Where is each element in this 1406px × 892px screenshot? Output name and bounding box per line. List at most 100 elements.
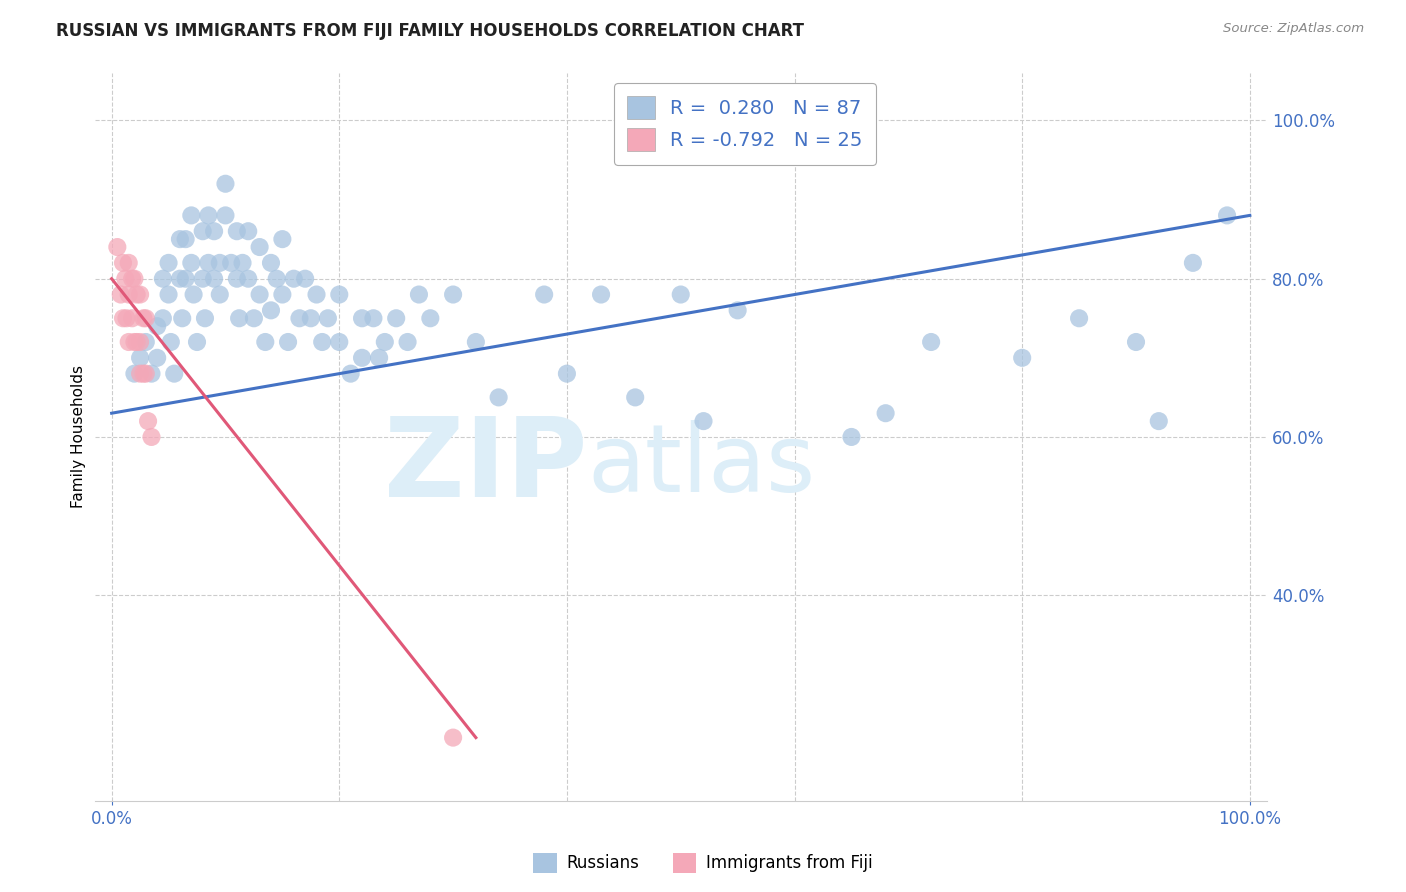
Point	[339, 367, 361, 381]
Point	[191, 271, 214, 285]
Point	[727, 303, 749, 318]
Point	[125, 287, 148, 301]
Point	[260, 256, 283, 270]
Point	[228, 311, 250, 326]
Point	[277, 334, 299, 349]
Point	[152, 311, 174, 326]
Point	[191, 224, 214, 238]
Point	[135, 311, 157, 326]
Point	[174, 232, 197, 246]
Point	[311, 334, 333, 349]
Point	[105, 240, 128, 254]
Point	[157, 256, 180, 270]
Point	[132, 311, 155, 326]
Point	[129, 287, 152, 301]
Point	[169, 271, 191, 285]
Point	[419, 311, 441, 326]
Point	[124, 367, 146, 381]
Point	[232, 256, 254, 270]
Point	[135, 334, 157, 349]
Y-axis label: Family Households: Family Households	[72, 366, 86, 508]
Point	[214, 208, 236, 222]
Point	[180, 208, 202, 222]
Point	[1067, 311, 1090, 326]
Point	[180, 256, 202, 270]
Point	[249, 287, 271, 301]
Point	[124, 334, 146, 349]
Point	[841, 430, 863, 444]
Point	[368, 351, 391, 365]
Point	[316, 311, 339, 326]
Point	[202, 224, 225, 238]
Point	[163, 367, 186, 381]
Point	[208, 256, 231, 270]
Point	[299, 311, 322, 326]
Point	[408, 287, 430, 301]
Text: RUSSIAN VS IMMIGRANTS FROM FIJI FAMILY HOUSEHOLDS CORRELATION CHART: RUSSIAN VS IMMIGRANTS FROM FIJI FAMILY H…	[56, 22, 804, 40]
Point	[352, 311, 374, 326]
Point	[197, 256, 219, 270]
Point	[152, 271, 174, 285]
Point	[194, 311, 217, 326]
Point	[488, 390, 510, 404]
Point	[1147, 414, 1170, 428]
Point	[1216, 208, 1239, 222]
Point	[243, 311, 266, 326]
Point	[254, 334, 277, 349]
Point	[283, 271, 305, 285]
Point	[624, 390, 647, 404]
Point	[132, 367, 155, 381]
Point	[114, 271, 136, 285]
Point	[396, 334, 419, 349]
Point	[129, 334, 152, 349]
Point	[169, 232, 191, 246]
Point	[219, 256, 242, 270]
Point	[214, 177, 236, 191]
Point	[692, 414, 714, 428]
Point	[129, 367, 152, 381]
Point	[225, 271, 247, 285]
Point	[363, 311, 385, 326]
Point	[1125, 334, 1147, 349]
Point	[238, 271, 260, 285]
Point	[172, 311, 194, 326]
Point	[249, 240, 271, 254]
Point	[266, 271, 288, 285]
Point	[441, 731, 464, 745]
Point	[238, 224, 260, 238]
Point	[124, 271, 146, 285]
Point	[464, 334, 486, 349]
Point	[920, 334, 942, 349]
Point	[118, 334, 141, 349]
Point	[555, 367, 578, 381]
Text: Source: ZipAtlas.com: Source: ZipAtlas.com	[1223, 22, 1364, 36]
Point	[118, 287, 141, 301]
Point	[136, 414, 159, 428]
Point	[352, 351, 374, 365]
Point	[186, 334, 208, 349]
Point	[110, 287, 132, 301]
Point	[875, 406, 897, 420]
Point	[115, 311, 138, 326]
Point	[118, 256, 141, 270]
Point	[328, 334, 350, 349]
Point	[328, 287, 350, 301]
Point	[197, 208, 219, 222]
Point	[225, 224, 247, 238]
Point	[157, 287, 180, 301]
Legend: R =  0.280   N = 87, R = -0.792   N = 25: R = 0.280 N = 87, R = -0.792 N = 25	[614, 83, 876, 164]
Point	[669, 287, 692, 301]
Point	[125, 334, 148, 349]
Point	[533, 287, 555, 301]
Point	[288, 311, 311, 326]
Point	[208, 287, 231, 301]
Point	[441, 287, 464, 301]
Point	[1181, 256, 1204, 270]
Point	[271, 232, 294, 246]
Point	[146, 319, 169, 334]
Point	[141, 367, 163, 381]
Point	[141, 430, 163, 444]
Point	[174, 271, 197, 285]
Point	[160, 334, 183, 349]
Text: ZIP: ZIP	[384, 413, 586, 519]
